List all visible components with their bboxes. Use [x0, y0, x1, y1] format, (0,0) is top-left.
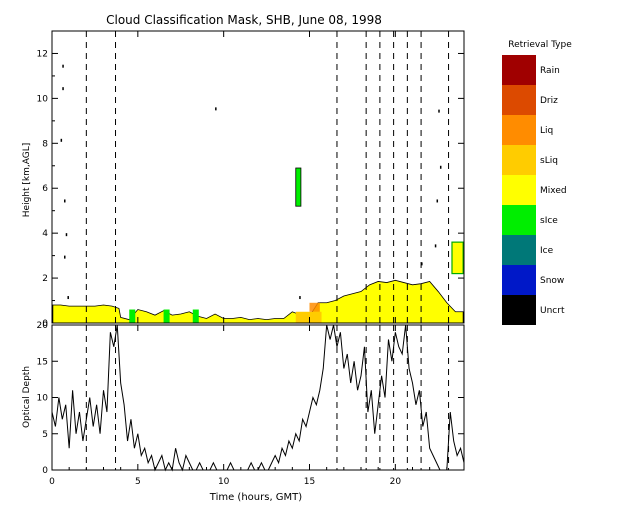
- x-tick-label: 10: [218, 477, 230, 487]
- legend-swatch-mixed: [502, 175, 536, 205]
- cloud-mask-y-tick-label: 10: [37, 94, 49, 104]
- cloud-mask-y-tick-label: 2: [42, 274, 48, 284]
- sparse-detection-11: [434, 244, 437, 248]
- sparse-detection-3: [64, 199, 66, 203]
- cloud-mask-y-tick-label: 4: [42, 229, 48, 239]
- legend-label-rain: Rain: [540, 66, 560, 76]
- legend-label-ice: Ice: [540, 246, 554, 256]
- sparse-detection-7: [215, 107, 217, 111]
- sparse-detection-4: [65, 233, 68, 237]
- optical-depth-y-tick-label: 15: [37, 357, 48, 367]
- optical-depth-y-axis-label: Optical Depth: [22, 366, 32, 428]
- legend-label-sice: sIce: [540, 216, 558, 226]
- legend-label-sliq: sLiq: [540, 156, 558, 166]
- cloud-mask-y-tick-label: 6: [42, 184, 48, 194]
- x-tick-label: 0: [49, 477, 55, 487]
- optical-depth-y-tick-label: 0: [42, 466, 48, 476]
- optical-depth-y-tick-label: 10: [37, 394, 49, 404]
- sparse-detection-13: [421, 262, 423, 266]
- legend-label-driz: Driz: [540, 96, 558, 106]
- sparse-detection-12: [299, 296, 301, 300]
- cloud-mask-axes-frame: [51, 30, 465, 324]
- legend: Retrieval Type Rain Driz Liq sLiq Mixed sIce I…: [502, 40, 572, 325]
- sparse-detection-2: [60, 138, 63, 142]
- legend-swatch-liq: [502, 115, 536, 145]
- x-tick-label: 15: [304, 477, 315, 487]
- chart-title: Cloud Classification Mask, SHB, June 08,…: [106, 13, 382, 27]
- legend-label-uncrt: Uncrt: [540, 306, 565, 316]
- sparse-detection-9: [439, 165, 442, 169]
- legend-swatch-uncrt: [502, 295, 536, 325]
- cloud-mask-y-tick-label: 8: [42, 139, 48, 149]
- legend-label-snow: Snow: [540, 276, 564, 286]
- x-tick-label: 20: [390, 477, 402, 487]
- legend-swatch-sliq: [502, 145, 536, 175]
- legend-swatch-driz: [502, 85, 536, 115]
- legend-swatch-snow: [502, 265, 536, 295]
- legend-title: Retrieval Type: [508, 40, 572, 50]
- low-cloud-sice-patch-0: [129, 309, 136, 323]
- cloud-mask-y-tick-label: 0: [42, 319, 48, 329]
- sparse-detection-0: [62, 64, 64, 68]
- sparse-detection-6: [67, 296, 69, 300]
- ice-cloud-feature: [295, 167, 302, 207]
- cloud-mask-y-axis-label: Height [km,AGL]: [22, 143, 32, 217]
- sparse-detection-10: [436, 199, 439, 203]
- x-axis-label: Time (hours, GMT): [209, 492, 303, 503]
- optical-depth-y-tick-label: 20: [37, 321, 49, 331]
- low-cloud-sliq-patch: [295, 311, 322, 323]
- sparse-detection-8: [438, 109, 440, 113]
- low-cloud-sice-patch-1: [163, 309, 170, 323]
- legend-label-liq: Liq: [540, 126, 553, 136]
- x-tick-label: 5: [135, 477, 141, 487]
- legend-label-mixed: Mixed: [540, 186, 567, 196]
- right-edge-cloud-feature: [451, 241, 464, 275]
- cloud-mask-panel: 0 2 4 6 8 10 12: [37, 30, 465, 329]
- low-cloud-liq-patch: [309, 302, 320, 312]
- sparse-detection-5: [64, 255, 66, 259]
- optical-depth-line: [51, 324, 465, 472]
- legend-swatch-sice: [502, 205, 536, 235]
- legend-swatch-rain: [502, 55, 536, 85]
- low-cloud-mixed: [52, 279, 464, 324]
- sparse-detection-1: [62, 87, 64, 91]
- low-cloud-sice-patch-2: [192, 309, 199, 323]
- legend-swatch-ice: [502, 235, 536, 265]
- optical-depth-y-tick-label: 5: [42, 430, 48, 440]
- cloud-mask-y-tick-label: 12: [37, 49, 48, 59]
